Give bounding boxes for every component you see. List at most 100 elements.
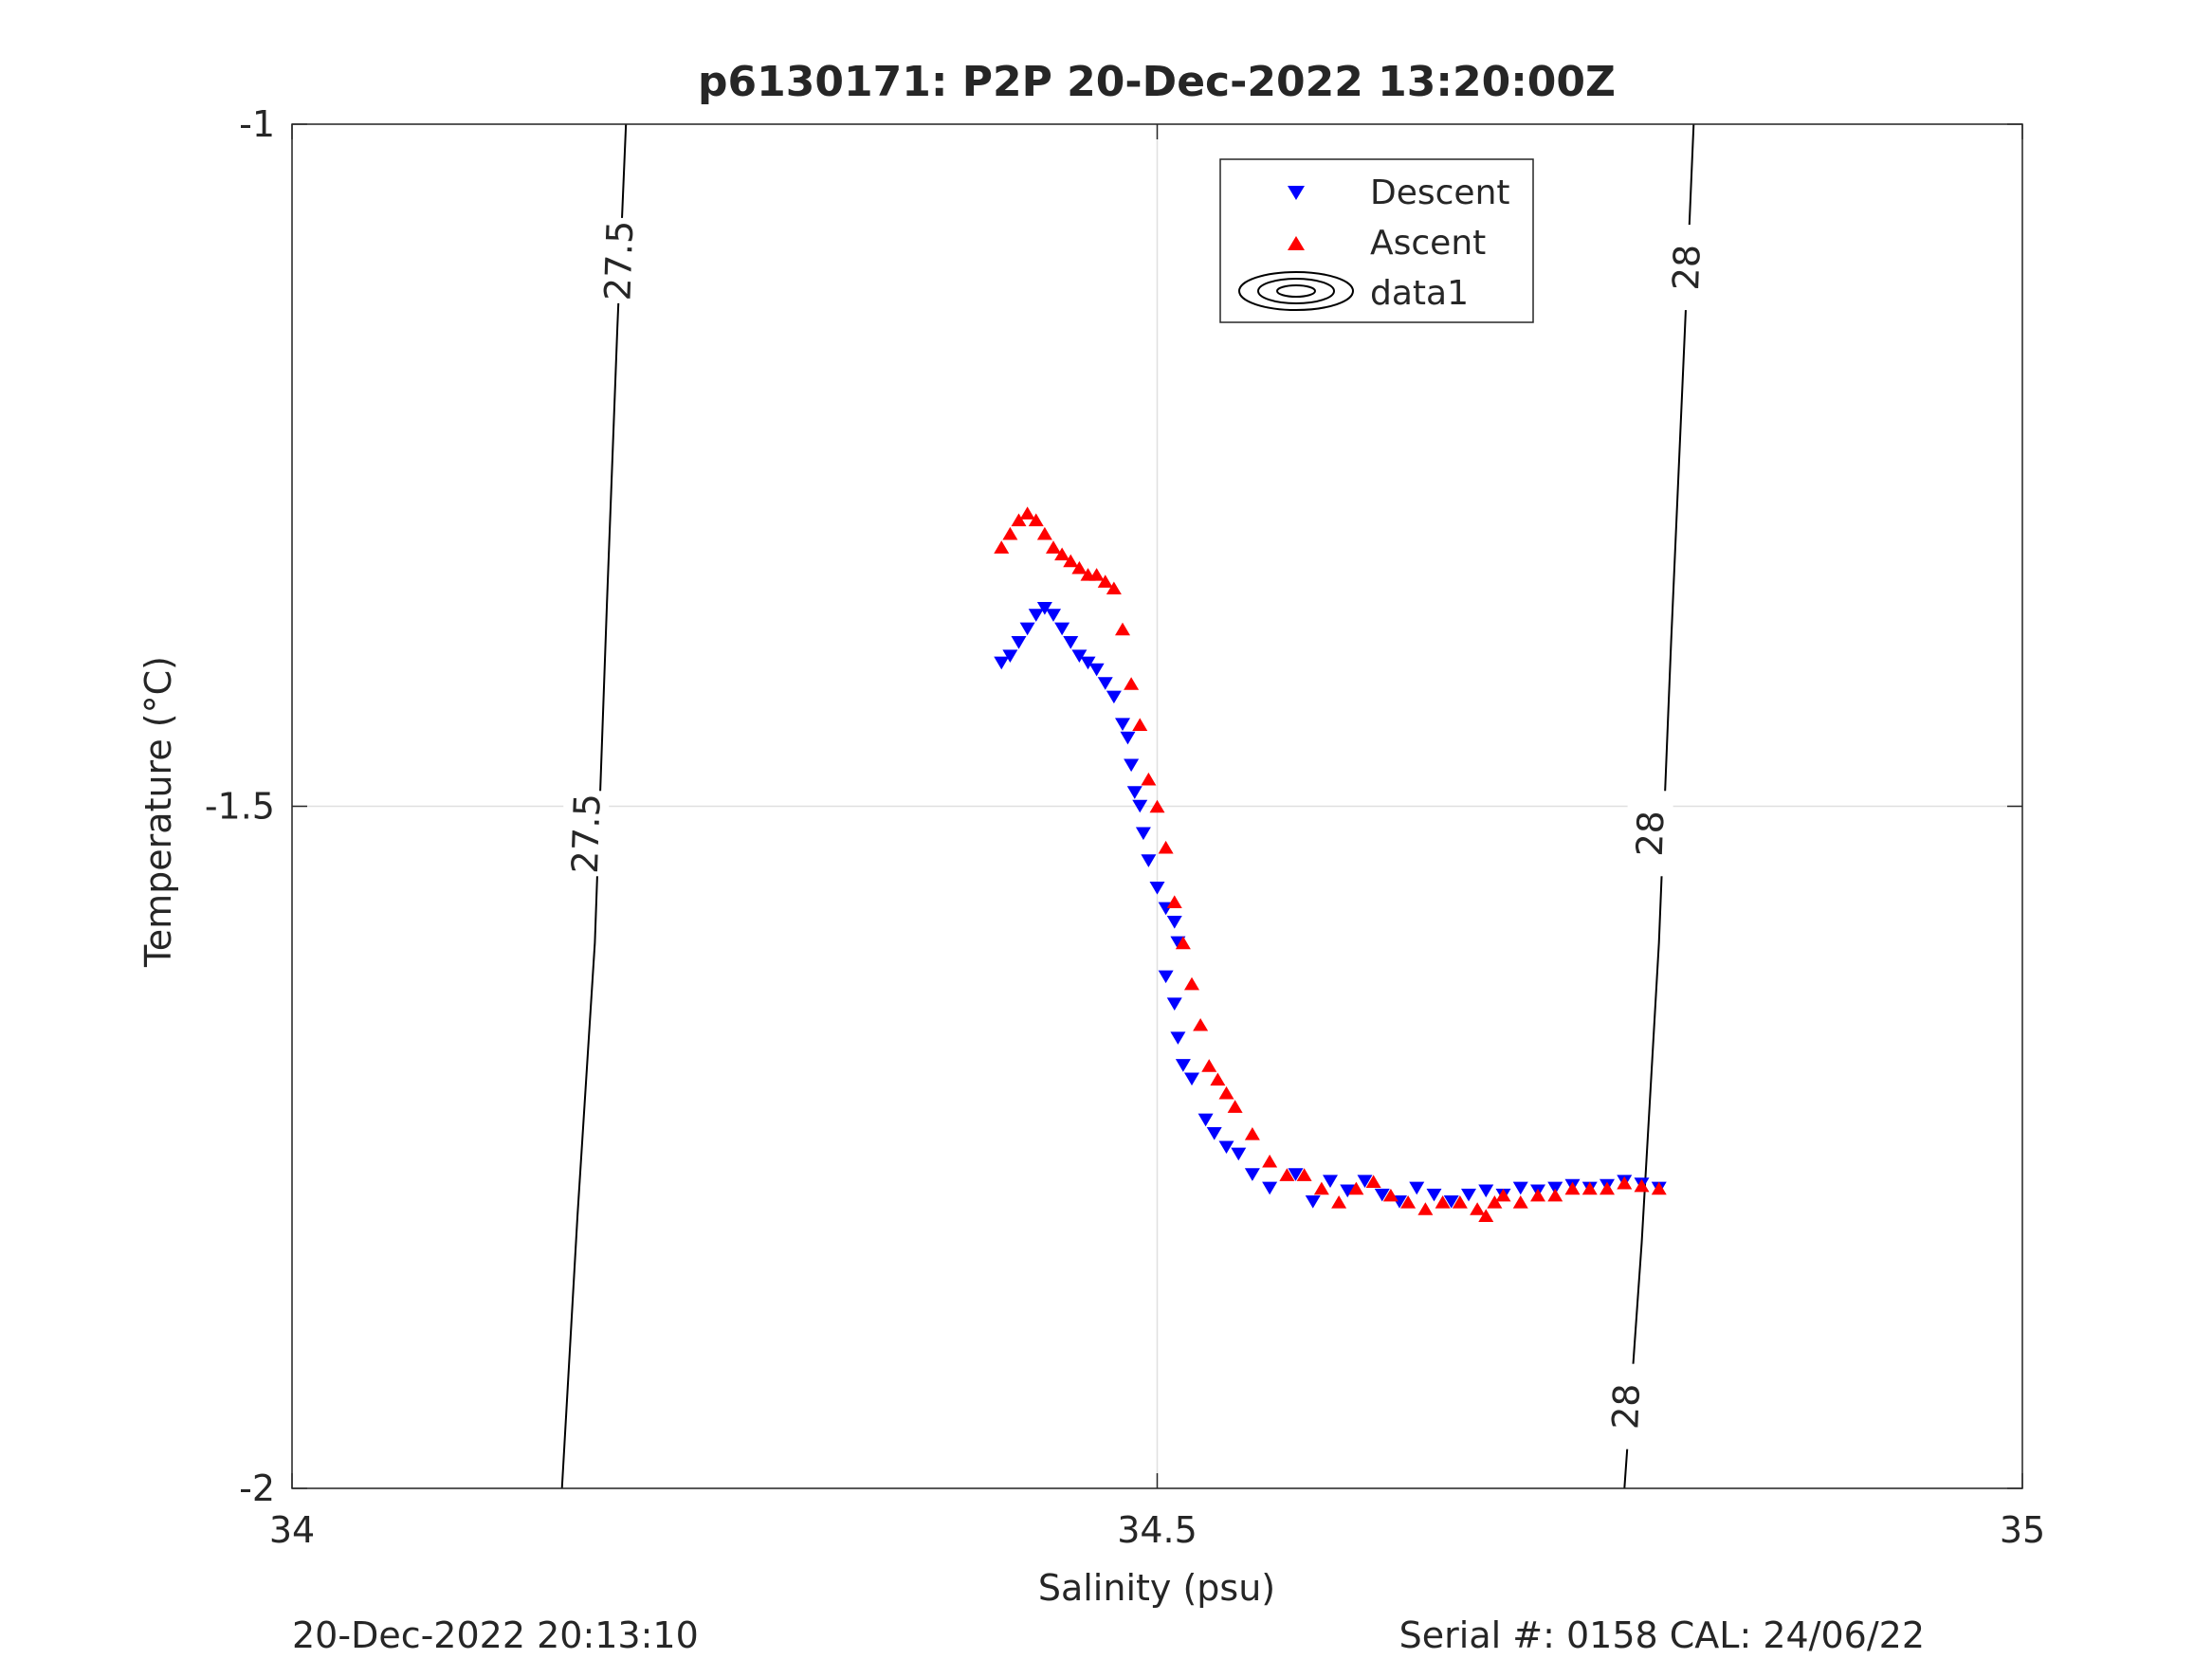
chart-title: p6130171: P2P 20-Dec-2022 13:20:00Z: [698, 58, 1616, 106]
ascent-point: [1348, 1181, 1364, 1195]
descent-point: [1166, 997, 1182, 1011]
legend: Descent Ascent data1: [1219, 158, 1534, 323]
descent-point: [1409, 1181, 1425, 1195]
ascent-point: [1097, 574, 1113, 588]
legend-descent-label: Descent: [1370, 173, 1510, 212]
ascent-point: [1547, 1188, 1563, 1202]
ascent-point: [1382, 1188, 1398, 1202]
footer-serial-cal: Serial #: 0158 CAL: 24/06/22: [1399, 1614, 1925, 1656]
ascent-point: [1296, 1168, 1312, 1181]
ascent-point: [1600, 1181, 1615, 1195]
ascent-point: [1046, 540, 1061, 554]
contour-label-background: [563, 791, 610, 877]
descent-point: [994, 656, 1010, 670]
ascent-point: [1581, 1181, 1598, 1195]
descent-point: [1288, 1168, 1304, 1181]
descent-point: [1426, 1188, 1442, 1202]
descent-point: [1097, 677, 1113, 690]
ascent-point: [1400, 1195, 1417, 1209]
descent-point: [1149, 882, 1165, 895]
descent-point: [1547, 1181, 1563, 1195]
ascent-point: [1417, 1202, 1434, 1215]
ascent-point: [1470, 1202, 1486, 1215]
descent-point: [1126, 786, 1143, 799]
descent-point: [1340, 1184, 1356, 1198]
descent-point: [1197, 1113, 1214, 1127]
ascent-point: [1088, 568, 1105, 581]
descent-point: [1106, 690, 1122, 704]
contour-label-background: [1603, 1363, 1650, 1449]
contour-label: 27.5: [596, 220, 641, 301]
ascent-point: [1002, 526, 1018, 540]
descent-point: [1244, 1168, 1260, 1181]
descent-point: [1036, 602, 1052, 615]
axis-ticks: 34 34.5 35 -2 -1.5 -1: [205, 103, 2045, 1551]
descent-point: [1002, 649, 1018, 664]
descent-point: [1461, 1188, 1476, 1202]
descent-point: [1124, 758, 1140, 773]
ascent-series: [994, 506, 1667, 1222]
descent-point: [1478, 1184, 1494, 1198]
x-tick-label: 35: [2000, 1509, 2045, 1551]
ascent-point: [1495, 1188, 1511, 1202]
x-tick-label: 34.5: [1117, 1509, 1197, 1551]
ascent-point: [1478, 1209, 1494, 1222]
ascent-point: [1564, 1181, 1581, 1195]
ascent-point: [1141, 772, 1157, 786]
contour-label-background: [595, 217, 642, 303]
contour-label: 28: [1604, 1383, 1648, 1431]
descent-point: [1120, 731, 1136, 745]
descent-point: [1028, 609, 1044, 622]
descent-point: [1088, 663, 1105, 677]
ascent-point: [1331, 1195, 1347, 1209]
legend-ascent-label: Ascent: [1370, 224, 1486, 263]
footer-timestamp: 20-Dec-2022 20:13:10: [292, 1614, 699, 1656]
legend-ascent-marker: [1288, 236, 1305, 250]
ascent-point: [1036, 526, 1052, 540]
ascent-point: [1634, 1178, 1650, 1193]
ascent-point: [1313, 1181, 1329, 1195]
descent-point: [1071, 649, 1088, 664]
contour-label: 28: [1665, 244, 1709, 291]
ascent-point: [1365, 1175, 1381, 1189]
ascent-point: [1435, 1195, 1451, 1209]
descent-point: [1231, 1147, 1247, 1161]
ascent-point: [1201, 1059, 1217, 1072]
ascent-point: [1452, 1195, 1468, 1209]
ascent-point: [1054, 547, 1070, 561]
contour-label-background: [1663, 225, 1709, 311]
legend-contour-icon: [1238, 271, 1354, 311]
descent-point: [1166, 916, 1182, 929]
ascent-point: [1175, 936, 1191, 950]
ascent-point: [1019, 506, 1035, 520]
ascent-point: [1011, 513, 1027, 527]
ascent-point: [994, 540, 1010, 554]
descent-point: [1054, 622, 1070, 636]
descent-point: [1019, 622, 1035, 636]
contour-label: 27.5: [564, 793, 609, 874]
y-tick-label: -1.5: [205, 786, 275, 828]
ascent-point: [1227, 1100, 1243, 1113]
descent-point: [1170, 1031, 1186, 1045]
ascent-point: [1115, 622, 1130, 636]
ascent-point: [1028, 513, 1044, 527]
ascent-point: [1158, 840, 1174, 854]
legend-descent-marker: [1288, 186, 1305, 200]
ascent-point: [1279, 1168, 1295, 1181]
descent-point: [1374, 1188, 1390, 1202]
descent-point: [1063, 636, 1079, 649]
ascent-point: [1149, 799, 1165, 813]
descent-point: [1218, 1140, 1234, 1155]
ascent-point: [1487, 1195, 1503, 1209]
ascent-point: [1210, 1072, 1226, 1086]
ascent-point: [1063, 554, 1079, 568]
y-axis-label: Temperature (°C): [137, 656, 179, 968]
ascent-point: [1132, 718, 1148, 731]
y-tick-label: -1: [239, 103, 275, 145]
ascent-point: [1218, 1085, 1234, 1100]
contour-label-background: [1627, 791, 1673, 877]
ascent-point: [1651, 1181, 1667, 1195]
descent-point: [1080, 656, 1096, 670]
descent-point: [1158, 970, 1174, 984]
